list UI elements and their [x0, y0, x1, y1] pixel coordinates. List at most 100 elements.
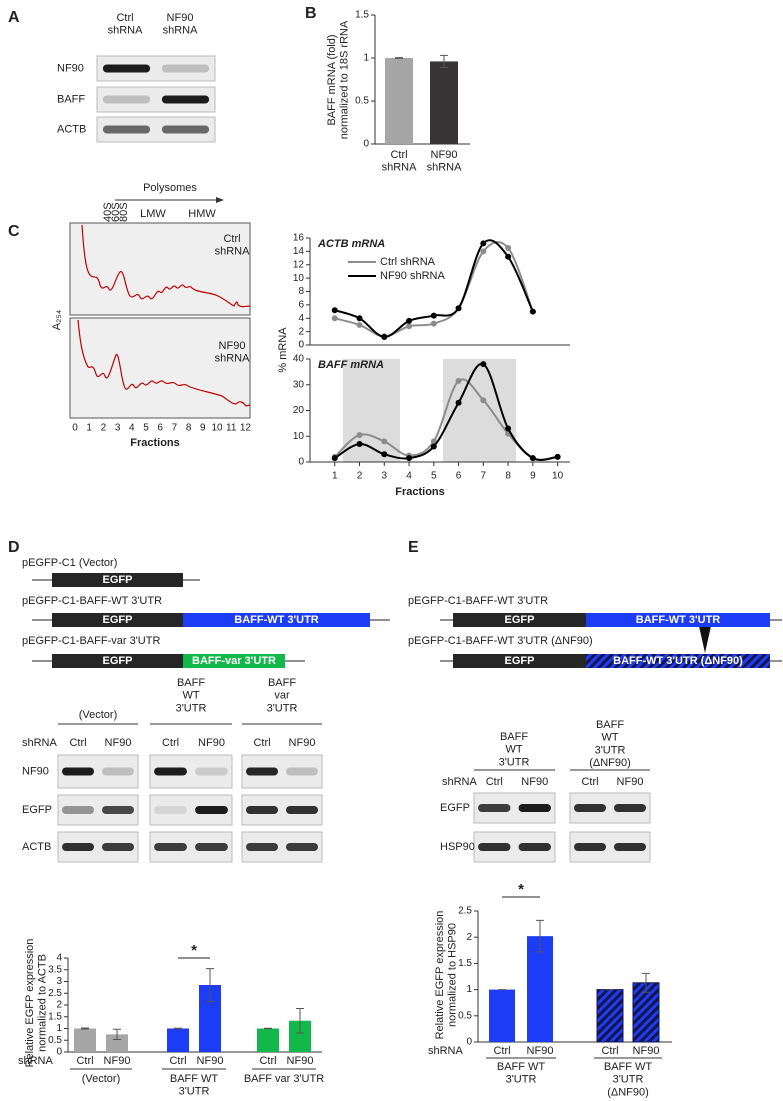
x-tick-label: 3: [382, 471, 388, 482]
x-tick-label: 7: [172, 423, 178, 434]
point: [480, 361, 487, 368]
y-tick-label: 40: [293, 354, 305, 365]
blot-band: [478, 804, 511, 812]
x-tick-label: 8: [505, 471, 511, 482]
x-tick-label: Ctrl: [601, 1045, 618, 1057]
blot-band: [574, 843, 606, 851]
point: [406, 317, 413, 324]
point: [529, 455, 536, 462]
blot-band: [286, 843, 318, 851]
blot-band: [518, 843, 551, 851]
blot-band: [195, 806, 228, 814]
blot-band: [286, 806, 318, 814]
error-bar: [536, 919, 544, 953]
blot-band: [246, 767, 278, 776]
lane-label: NF90: [198, 737, 225, 749]
construct-part-label: EGFP: [103, 655, 133, 667]
lane-label: NF90 shRNA: [163, 12, 199, 37]
blot-row-header: shRNA: [22, 737, 58, 749]
bar-hatch: [596, 989, 624, 1043]
construct-part-label: BAFF-WT 3'UTR (ΔNF90): [613, 655, 743, 667]
profile-box: [69, 222, 251, 316]
y-tick-label: 1.5: [355, 10, 369, 21]
series-line: [334, 363, 558, 461]
legend-label: Ctrl shRNA: [380, 256, 436, 268]
construct-part: [453, 613, 586, 627]
construct-part-label: BAFF-WT 3'UTR: [636, 614, 721, 626]
point: [331, 315, 338, 322]
point: [406, 455, 413, 462]
profile-trace: [81, 224, 251, 308]
group-label: BAFF var 3'UTR: [244, 1073, 324, 1085]
x-tick-label: NF90: [633, 1045, 660, 1057]
blot-group-label: BAFF WT 3'UTR (ΔNF90): [589, 719, 631, 769]
construct-part-label: EGFP: [103, 614, 133, 626]
point: [505, 245, 512, 252]
y-tick-label: 10: [293, 273, 305, 284]
y-tick-label: 2: [298, 326, 304, 337]
x-tick-label: 1: [86, 423, 92, 434]
point: [356, 431, 363, 438]
chart-title: ACTB mRNA: [317, 238, 385, 250]
x-tick-label: 7: [481, 471, 487, 482]
error-bar: [113, 1028, 121, 1041]
blot-band: [161, 95, 210, 104]
panel-letter: C: [8, 223, 20, 240]
blot-band: [195, 767, 228, 776]
panel-letter: A: [8, 9, 20, 26]
y-tick-label: 10: [293, 431, 305, 442]
construct-name: pEGFP-C1-BAFF-WT 3'UTR: [408, 595, 548, 607]
lane-label: NF90: [105, 737, 132, 749]
y-tick-label: 0.5: [48, 1035, 62, 1046]
y-tick-label: 2: [56, 1000, 62, 1011]
arrow-head: [216, 197, 224, 203]
construct-part: [52, 654, 183, 668]
point: [430, 312, 437, 319]
panel-letter: B: [305, 5, 317, 22]
row-label: NF90: [22, 765, 49, 777]
construct-part-label: EGFP: [505, 655, 535, 667]
blot-band: [246, 843, 278, 851]
x-tick-label: 4: [406, 471, 412, 482]
construct-part-label: EGFP: [103, 574, 133, 586]
point: [455, 305, 462, 312]
row-label: BAFF: [57, 93, 85, 105]
construct-part: [453, 654, 586, 668]
bar: [385, 58, 413, 144]
blot-group-label: BAFF var 3'UTR: [267, 677, 298, 714]
point: [480, 248, 487, 255]
y-tick-label: 12: [293, 259, 305, 270]
bar: [74, 1028, 96, 1052]
annotation: *: [191, 942, 197, 959]
y-tick-label: 3: [56, 976, 62, 987]
construct-part-label: BAFF-var 3'UTR: [192, 655, 276, 667]
point: [381, 333, 388, 340]
x-tick-label: 10: [211, 423, 223, 434]
construct-part: [52, 573, 183, 587]
error-bar: [296, 1008, 304, 1034]
x-tick-label: 6: [157, 423, 163, 434]
y-tick-label: 4: [56, 953, 62, 964]
annotation: *: [518, 881, 524, 898]
blot-group-label: BAFF WT 3'UTR: [499, 731, 530, 768]
construct-name: pEGFP-C1-BAFF-var 3'UTR: [22, 635, 160, 647]
x-tick-label: NF90: [104, 1055, 131, 1067]
blot-group-label: BAFF WT 3'UTR: [176, 677, 207, 714]
arrow-label: Polysomes: [143, 182, 197, 194]
construct-hatch: [586, 654, 770, 668]
point: [455, 377, 462, 384]
region-label: LMW: [140, 208, 166, 220]
y-tick-label: 1.5: [48, 1011, 62, 1022]
bar: [199, 985, 221, 1052]
sample-label: Ctrl shRNA: [215, 233, 251, 258]
x-tick-label: 10: [552, 471, 564, 482]
profile-trace: [77, 319, 251, 407]
x-tick-label: 5: [431, 471, 437, 482]
x-tick-label: 2: [357, 471, 363, 482]
row-label: ACTB: [57, 123, 86, 135]
y-axis-label: % mRNA: [277, 327, 289, 373]
point: [505, 253, 512, 260]
y-tick-label: 0: [56, 1047, 62, 1058]
x-tick-label: Ctrl: [259, 1055, 276, 1067]
